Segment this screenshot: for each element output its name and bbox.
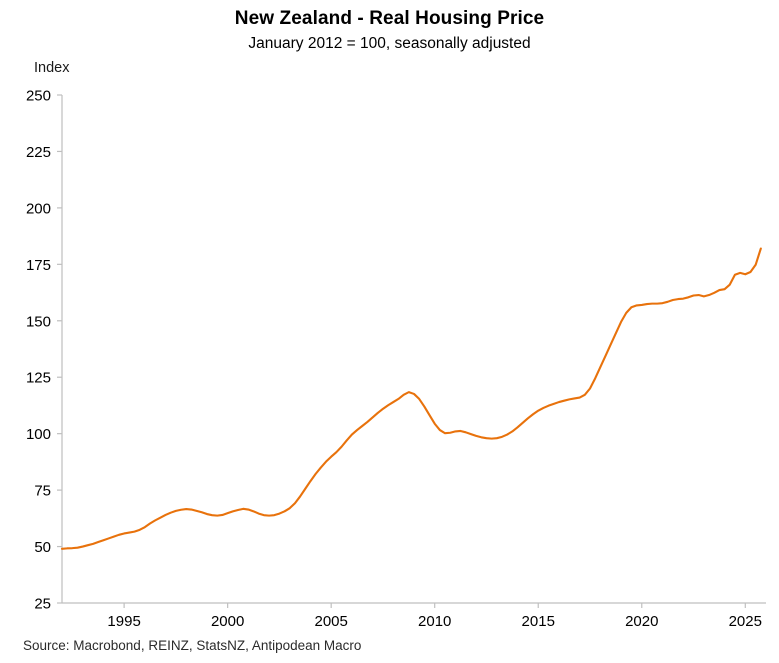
y-axis-tick-label: 200 [26,200,51,217]
x-axis-tick-label: 2010 [418,613,451,630]
y-axis-tick-label: 175 [26,257,51,274]
x-axis-tick-label: 2025 [729,613,762,630]
y-axis-tick-label: 125 [26,370,51,387]
y-axis-tick-group: 25 50 75 100 125 150 175 200 225 250 [26,88,62,613]
source-note: Source: Macrobond, REINZ, StatsNZ, Antip… [23,638,362,653]
x-axis-tick-label: 1995 [107,613,140,630]
x-axis-tick-label: 2005 [314,613,347,630]
data-series-line [60,247,762,550]
x-axis-tick-label: 2000 [211,613,244,630]
y-axis-tick-label: 150 [26,313,51,330]
chart-subtitle: January 2012 = 100, seasonally adjusted [248,35,531,52]
y-axis-tick-label: 25 [34,596,51,613]
x-axis-tick-group: 1995 2000 2005 2010 2015 2020 2025 [107,603,762,630]
y-axis-tick-label: 225 [26,144,51,161]
y-axis-tick-label: 100 [26,426,51,443]
x-axis-tick-label: 2015 [522,613,555,630]
x-axis-tick-label: 2020 [625,613,658,630]
page-title: New Zealand - Real Housing Price [234,8,545,29]
y-axis-tick-label: 250 [26,88,51,105]
y-axis-unit-label: Index [34,60,70,76]
y-axis-tick-label: 50 [34,539,51,556]
y-axis-tick-label: 75 [34,483,51,500]
